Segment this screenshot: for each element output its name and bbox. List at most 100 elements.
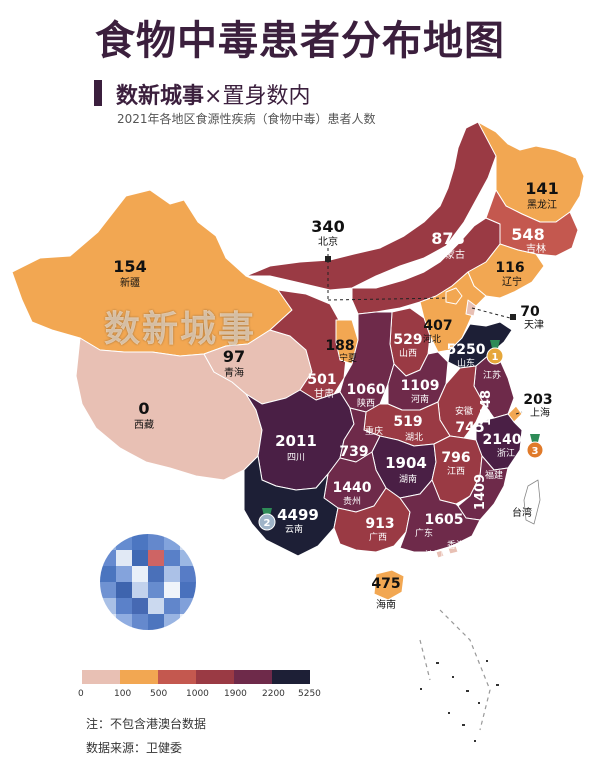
label-chongqing-name: 重庆	[365, 425, 383, 437]
region-macau	[435, 549, 445, 559]
label-taiwan-name: 台湾	[512, 506, 532, 519]
label-ningxia-value: 188	[325, 338, 354, 354]
label-hebei-name: 河北	[423, 333, 441, 345]
label-gansu-value: 501	[307, 372, 336, 388]
brand: 数新城事×置身数内	[116, 78, 310, 110]
label-beijing-name: 北京	[318, 235, 338, 248]
label-guizhou-value: 1440	[333, 480, 372, 496]
label-guangdong-name: 广东	[415, 527, 433, 539]
label-macau-name: 澳门	[425, 549, 443, 561]
legend-tick-4: 1900	[224, 689, 247, 699]
label-shandong-value: 5250	[447, 342, 486, 358]
label-shanghai-value: 203	[523, 392, 552, 408]
region-beijing	[445, 287, 463, 305]
region-guangdong	[399, 479, 481, 553]
label-xinjiang-name: 新疆	[120, 276, 140, 289]
label-innermongolia-name: 内蒙古	[435, 248, 465, 261]
label-guangxi-value: 913	[365, 516, 394, 532]
label-jiangxi-value: 796	[441, 450, 470, 466]
page-title: 食物中毒患者分布地图	[95, 18, 505, 64]
label-ningxia-name: 宁夏	[339, 352, 357, 364]
label-hainan-name: 海南	[376, 598, 396, 611]
label-sichuan-value: 2011	[275, 432, 317, 450]
label-tianjin-name: 天津	[524, 319, 544, 331]
label-heilongjiang-name: 黑龙江	[527, 198, 557, 211]
data-source: 数据来源：卫健委	[86, 741, 183, 755]
legend-swatch-5	[272, 670, 310, 684]
label-yunnan-name: 云南	[285, 523, 303, 535]
label-qinghai-name: 青海	[224, 366, 244, 379]
label-sichuan-name: 四川	[287, 453, 305, 463]
label-shanxi-value: 529	[393, 332, 422, 348]
label-shanghai-name: 上海	[530, 406, 550, 419]
region-hainan	[373, 569, 405, 601]
label-hunan-name: 湖南	[399, 473, 417, 485]
label-henan-value: 1109	[401, 378, 440, 394]
label-xinjiang-value: 154	[113, 257, 146, 276]
tianjin-marker	[510, 314, 516, 320]
region-jilin	[485, 189, 579, 257]
label-anhui-name: 安徽	[455, 405, 473, 417]
label-innermongolia-value: 878	[431, 229, 464, 248]
medal-third-label: 3	[532, 446, 539, 457]
label-liaoning-value: 116	[495, 260, 524, 276]
label-yunnan-value: 4499	[277, 506, 319, 524]
region-shandong	[447, 321, 513, 369]
legend-tick-6: 5250	[298, 689, 321, 699]
medal-second-label: 2	[264, 518, 271, 529]
legend-tick-3: 1000	[186, 689, 209, 699]
label-hunan-value: 1904	[385, 454, 427, 472]
label-jilin-name: 吉林	[526, 242, 546, 255]
brand-rest: ×置身数内	[204, 84, 311, 109]
color-legend	[82, 670, 310, 684]
label-heilongjiang-value: 141	[525, 179, 558, 198]
label-jiangxi-name: 江西	[447, 466, 465, 477]
region-tianjin	[465, 299, 477, 317]
legend-tick-2: 500	[150, 689, 168, 699]
label-jiangsu-value: 1548	[479, 390, 494, 426]
label-guangdong-value: 1605	[425, 512, 464, 528]
footnote: 注：不包含港澳台数据	[86, 717, 207, 731]
label-tianjin-value: 70	[520, 304, 540, 320]
label-anhui-value: 745	[455, 420, 484, 436]
label-shandong-name: 山东	[457, 357, 475, 369]
label-guizhou-name: 贵州	[343, 495, 361, 507]
south-sea-islands	[420, 660, 499, 742]
label-zhejiang-name: 浙江	[497, 447, 515, 459]
legend-swatch-0	[82, 670, 120, 684]
label-fujian-name: 福建	[485, 469, 503, 481]
label-henan-name: 河南	[411, 393, 429, 405]
region-yunnan	[243, 455, 339, 557]
subtitle: 2021年各地区食源性疾病（食物中毒）患者人数	[117, 112, 376, 126]
label-liaoning-name: 辽宁	[502, 275, 522, 288]
label-beijing-value: 340	[311, 217, 344, 236]
blurred-qr-code	[100, 534, 196, 630]
legend-tick-0: 0	[78, 689, 84, 699]
label-chongqing-value: 739	[339, 444, 368, 460]
south-sea-dashes	[419, 609, 491, 731]
legend-swatch-3	[196, 670, 234, 684]
watermark-text: 数新城事	[104, 309, 257, 350]
legend-swatch-4	[234, 670, 272, 684]
label-tibet-value: 0	[138, 399, 149, 418]
label-gansu-name: 甘肃	[314, 387, 334, 400]
label-qinghai-value: 97	[223, 347, 245, 366]
label-hubei-value: 519	[393, 414, 422, 430]
medal-second: 2	[258, 508, 276, 531]
legend-tick-1: 100	[114, 689, 132, 699]
label-shanxi-name: 山西	[399, 348, 417, 359]
region-hongkong	[447, 545, 459, 555]
label-jiangsu-name: 江苏	[483, 369, 501, 381]
label-zhejiang-value: 2140	[483, 432, 522, 448]
beijing-marker	[325, 256, 331, 262]
label-tibet-name: 西藏	[134, 419, 154, 431]
label-hubei-name: 湖北	[405, 432, 423, 443]
label-guangxi-name: 广西	[369, 531, 387, 543]
label-jilin-value: 548	[511, 225, 544, 244]
label-shaanxi-value: 1060	[347, 382, 386, 398]
region-taiwan	[523, 479, 541, 525]
legend-swatch-2	[158, 670, 196, 684]
medal-third: 3	[526, 434, 544, 459]
label-hainan-value: 475	[371, 576, 400, 592]
